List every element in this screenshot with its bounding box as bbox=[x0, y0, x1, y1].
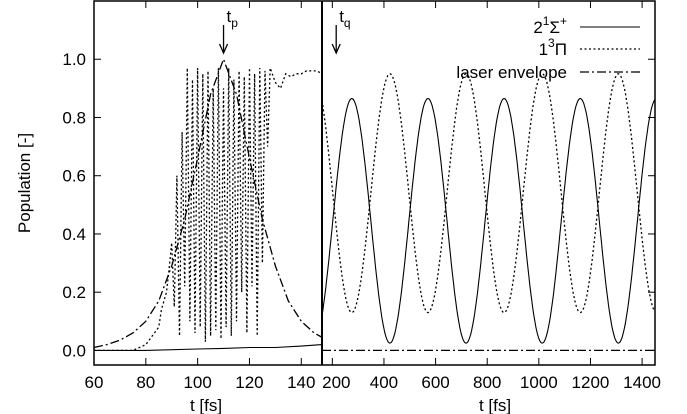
y-tick-label: 0.4 bbox=[62, 225, 86, 244]
legend: 21Σ+13Π laser envelope bbox=[456, 14, 640, 82]
series-line-singlet-left bbox=[94, 344, 322, 351]
x-tick-label-left: 120 bbox=[235, 373, 263, 392]
y-tick-label: 0.2 bbox=[62, 283, 86, 302]
y-tick-label: 1.0 bbox=[62, 50, 86, 69]
x-tick-label-left: 80 bbox=[136, 373, 155, 392]
y-axis-label: Population [-] bbox=[15, 133, 34, 233]
x-tick-label-right: 400 bbox=[370, 373, 398, 392]
time-markers: tp tq bbox=[218, 7, 351, 55]
x-tick-label-right: 1400 bbox=[623, 373, 661, 392]
x-axis-label-left: t [fs] bbox=[190, 396, 222, 414]
left-panel: 0.0 0.2 0.4 0.6 0.8 1.0 60 80 100 120 140 bbox=[62, 1, 655, 392]
x-tick-label-left: 140 bbox=[287, 373, 315, 392]
x-tick-label-right: 1000 bbox=[520, 373, 558, 392]
x-tick-label-left: 60 bbox=[85, 373, 104, 392]
legend-entry-envelope: laser envelope bbox=[456, 63, 640, 82]
x-tick-label-left: 100 bbox=[183, 373, 211, 392]
legend-entry-singlet: 21Σ+ bbox=[533, 14, 640, 37]
x-axis-label-right: t [fs] bbox=[479, 396, 511, 414]
y-tick-label: 0.6 bbox=[62, 167, 86, 186]
series-line-envelope-left bbox=[94, 57, 322, 349]
y-tick-label: 0.0 bbox=[62, 341, 86, 360]
marker-tp: tp bbox=[218, 7, 239, 55]
y-tick-label: 0.8 bbox=[62, 108, 86, 127]
series-line-singlet-right bbox=[322, 98, 655, 344]
x-tick-label-right: 1200 bbox=[572, 373, 610, 392]
right-panel: 200 400 600 800 1000 1200 1400 bbox=[322, 1, 661, 392]
svg-text:13Π: 13Π bbox=[539, 36, 567, 59]
svg-text:21Σ+: 21Σ+ bbox=[533, 14, 567, 37]
x-tick-label-right: 600 bbox=[421, 373, 449, 392]
svg-text:tq: tq bbox=[339, 7, 350, 30]
svg-text:tp: tp bbox=[227, 7, 239, 30]
x-tick-label-right: 800 bbox=[473, 373, 501, 392]
x-tick-label-right: 200 bbox=[322, 373, 350, 392]
marker-tq: tq bbox=[331, 7, 351, 55]
plot-frame bbox=[93, 0, 656, 366]
legend-entry-triplet: 13Π bbox=[539, 36, 640, 59]
series-line-triplet-left bbox=[94, 67, 322, 352]
svg-text:laser envelope: laser envelope bbox=[456, 63, 567, 82]
